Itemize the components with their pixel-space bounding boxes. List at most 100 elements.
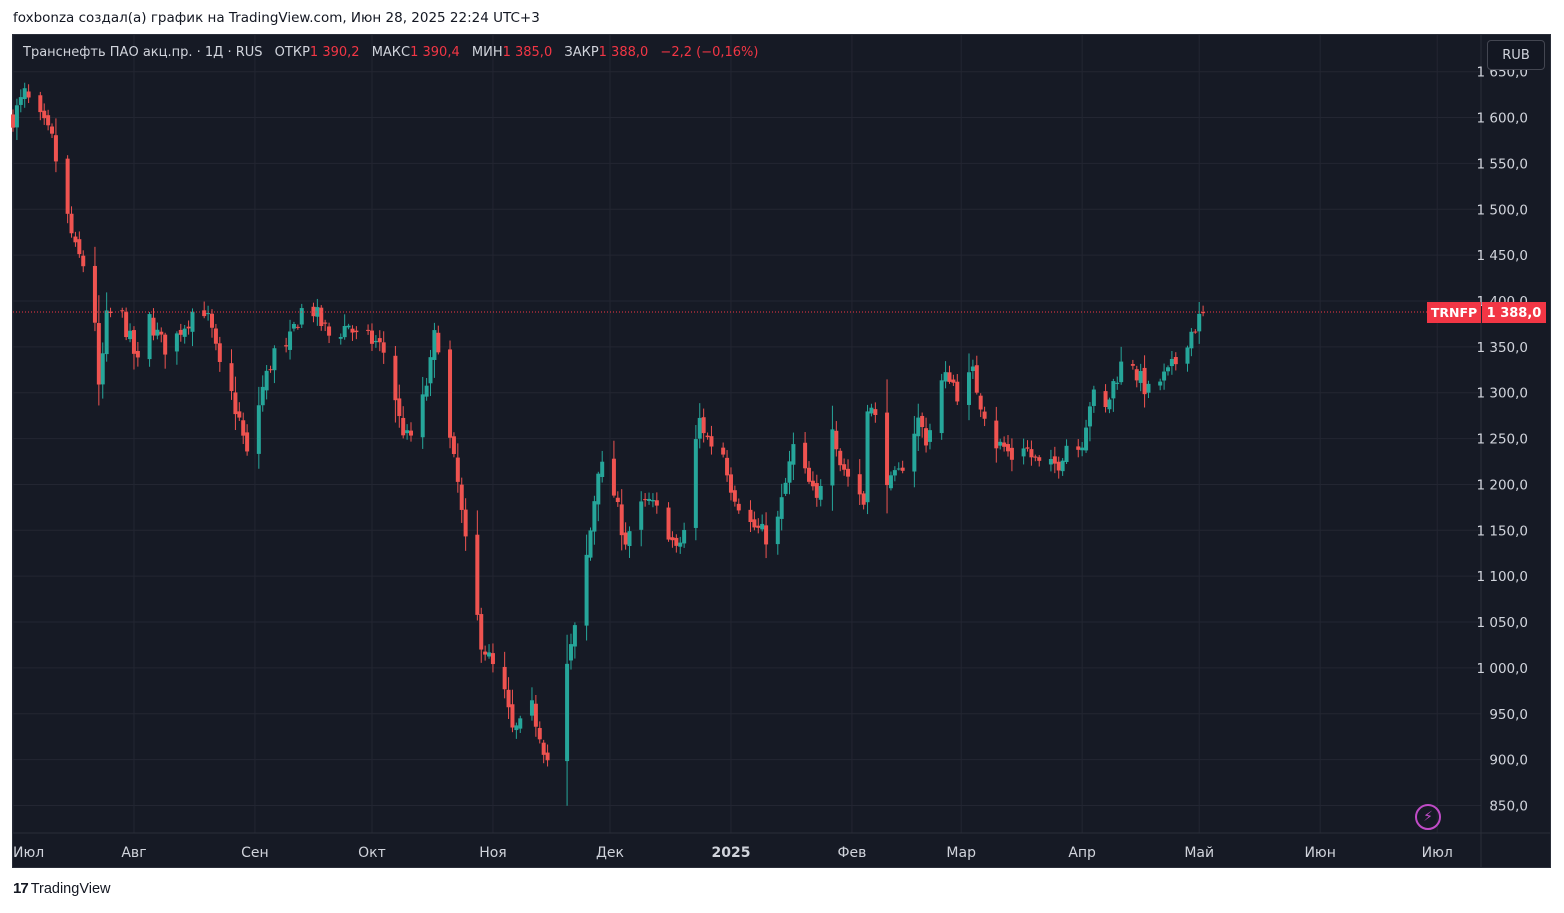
candle xyxy=(627,526,632,558)
candle-body xyxy=(1130,364,1135,366)
candle-body xyxy=(338,337,343,339)
candle xyxy=(838,448,843,472)
candle xyxy=(120,307,125,318)
candle-body xyxy=(272,348,277,371)
currency-button[interactable]: RUB xyxy=(1487,40,1545,70)
time-axis-label: Июл xyxy=(1422,845,1453,861)
candle-body xyxy=(970,366,975,372)
candle xyxy=(994,406,999,463)
candle xyxy=(178,323,183,342)
candle-body xyxy=(327,326,332,336)
candle xyxy=(1119,346,1124,385)
candle xyxy=(1033,454,1038,462)
candle-body xyxy=(1185,347,1190,364)
candle-body xyxy=(728,474,733,493)
candle-body xyxy=(924,428,929,446)
candle xyxy=(366,324,371,335)
candle-body xyxy=(73,236,78,243)
candle xyxy=(288,319,293,360)
candle-body xyxy=(237,411,242,418)
candle-body xyxy=(947,372,952,382)
candle xyxy=(319,305,324,331)
candle xyxy=(834,421,839,457)
candle xyxy=(104,292,109,362)
candle-body xyxy=(697,417,702,439)
high-value: 1 390,4 xyxy=(410,45,460,60)
candle xyxy=(186,320,191,335)
candle-body xyxy=(627,531,632,547)
candle xyxy=(732,485,737,507)
candle xyxy=(1142,355,1147,408)
candle-body xyxy=(1033,456,1038,458)
candle xyxy=(1087,402,1092,442)
price-axis-label: 1 050,0 xyxy=(1476,615,1528,631)
candle-body xyxy=(295,326,300,328)
candle xyxy=(210,309,215,338)
last-price-tag: 1 388,0 xyxy=(1487,306,1542,321)
candle-body xyxy=(104,310,109,355)
candle-body xyxy=(1162,371,1167,381)
low-value: 1 385,0 xyxy=(502,45,553,60)
candle xyxy=(100,342,105,399)
candle-body xyxy=(100,353,105,385)
change-value: −2,2 (−0,16%) xyxy=(660,45,759,60)
candle-body xyxy=(803,442,808,469)
lightning-icon[interactable]: ⚡ xyxy=(1415,804,1441,830)
candle xyxy=(291,321,296,332)
candle xyxy=(92,246,97,332)
candle xyxy=(268,365,273,373)
candle xyxy=(1158,378,1163,391)
time-axis-label: Окт xyxy=(358,845,386,861)
candle xyxy=(810,471,815,491)
candle-body xyxy=(1084,427,1089,451)
chart-caption: foxbonza создал(а) график на TradingView… xyxy=(13,10,540,26)
candle-body xyxy=(709,436,714,447)
candle-body xyxy=(674,537,679,546)
candle-body xyxy=(206,313,211,315)
candle-body xyxy=(939,380,944,434)
candle-body xyxy=(736,503,741,511)
candle-body xyxy=(912,433,917,472)
candle-body xyxy=(487,652,492,657)
ticker-tag-bg xyxy=(1427,302,1481,324)
candle xyxy=(241,412,246,444)
candle xyxy=(947,365,952,384)
candle-body xyxy=(869,407,874,414)
candle xyxy=(1130,359,1135,370)
candle-body xyxy=(1165,367,1170,372)
candle xyxy=(459,477,464,523)
candle xyxy=(108,307,113,318)
candle-body xyxy=(760,523,765,530)
candle xyxy=(233,376,238,431)
candle xyxy=(151,308,156,341)
candle-body xyxy=(838,450,843,466)
candle-body xyxy=(128,330,133,340)
candle-body xyxy=(611,458,616,496)
candle xyxy=(533,694,538,737)
candle-body xyxy=(381,342,386,353)
candle-body xyxy=(409,430,414,436)
candle-body xyxy=(1002,442,1007,447)
price-axis-label: 1 000,0 xyxy=(1476,661,1528,677)
candle xyxy=(373,335,378,348)
candle xyxy=(873,402,878,423)
candle-body xyxy=(42,110,47,119)
time-axis-label: Апр xyxy=(1068,845,1096,861)
candle xyxy=(1052,446,1057,474)
candle-body xyxy=(38,95,43,113)
tradingview-logo[interactable]: 17 TradingView xyxy=(13,880,110,897)
chart-panel[interactable] xyxy=(12,34,1551,868)
price-axis-label: 950,0 xyxy=(1489,707,1528,723)
candle-body xyxy=(693,439,698,528)
candle xyxy=(572,622,577,659)
candle-body xyxy=(46,115,51,126)
candle xyxy=(448,340,453,449)
candle xyxy=(96,295,101,406)
instrument-name[interactable]: Транснефть ПАО акц.пр. · 1Д · RUS xyxy=(23,45,263,60)
candle-body xyxy=(77,239,82,255)
price-axis-label: 1 350,0 xyxy=(1476,340,1528,356)
candle xyxy=(206,305,211,321)
candle-body xyxy=(26,91,31,98)
candle-body xyxy=(182,328,187,337)
